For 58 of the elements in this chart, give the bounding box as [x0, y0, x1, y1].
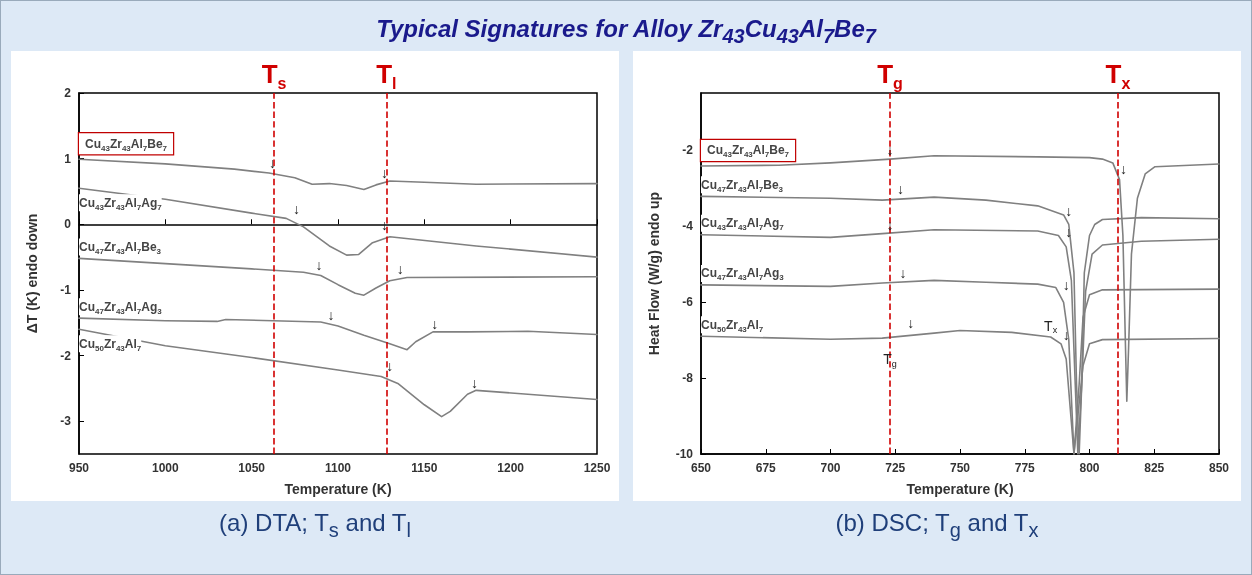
x-axis-title: Temperature (K) — [284, 481, 392, 497]
y-tick-label: -2 — [60, 348, 72, 363]
x-tick-label: 1050 — [238, 461, 266, 475]
annotation: ↓ — [315, 256, 323, 273]
annotation: ↓ — [381, 164, 389, 181]
annotation: ↓ — [896, 181, 904, 198]
y-tick-label: 0 — [64, 217, 72, 232]
annotation: ↓ — [386, 358, 394, 375]
x-tick-label: 800 — [1079, 461, 1100, 475]
y-tick-label: -10 — [675, 447, 694, 461]
x-tick-label: 850 — [1208, 461, 1230, 475]
annotation: ↓ — [886, 142, 894, 159]
x-tick-label: 775 — [1014, 461, 1036, 475]
text: (b) DSC; T$_{g}$ and T$_{x}$ — [834, 509, 1040, 542]
line-series — [78, 328, 598, 418]
line-series — [78, 187, 598, 258]
x-tick-label: 675 — [755, 461, 777, 475]
x-tick-label: 725 — [885, 461, 906, 475]
annotation: ↓ — [431, 315, 439, 332]
y-tick-label: -3 — [60, 414, 72, 429]
x-tick-label: 1200 — [497, 461, 525, 475]
y-tick-label: -6 — [682, 295, 694, 309]
annotation: ↓ — [899, 265, 907, 282]
annotation: ↓ — [1065, 203, 1073, 220]
chart-title: Typical Signatures for Alloy Zr$_{43}$Cu$_{43}$Al$_{7}$Be$_{7}$ — [375, 15, 878, 49]
x-axis-title: Temperature (K) — [906, 481, 1014, 497]
x-tick-label: 750 — [949, 461, 971, 475]
y-axis-title: ΔT (K) endo down — [24, 213, 40, 334]
x-tick-label: 1000 — [151, 461, 179, 475]
x-tick-label: 650 — [690, 461, 712, 475]
x-tick-label: 950 — [68, 461, 90, 475]
x-tick-label: 1250 — [583, 461, 611, 475]
y-axis-title: Heat Flow (W/g) endo up — [646, 191, 662, 356]
annotation: ↓ — [907, 315, 915, 332]
x-tick-label: 1100 — [324, 461, 352, 475]
line-series — [78, 158, 598, 191]
annotation: ↓ — [396, 261, 404, 278]
annotation: ↓ — [1065, 224, 1073, 241]
annotation: ↓ — [293, 200, 301, 217]
y-tick-label: -4 — [682, 219, 694, 233]
annotation: ↓ — [327, 307, 335, 324]
annotation: ↓ — [470, 374, 478, 391]
x-tick-label: 825 — [1144, 461, 1165, 475]
annotation: ↓ — [886, 216, 894, 233]
y-tick-label: -2 — [682, 143, 694, 157]
y-tick-label: -1 — [60, 282, 72, 297]
annotation: ↓ — [1062, 277, 1070, 294]
y-tick-label: -8 — [682, 371, 694, 385]
y-tick-label: 2 — [64, 86, 72, 100]
annotation: ↓ — [1119, 161, 1127, 177]
annotation: ↓ — [268, 154, 276, 171]
x-tick-label: 1150 — [411, 461, 438, 475]
text: (a) DTA; T$_{s}$ and T$_{l}$ — [218, 509, 412, 542]
line-series — [78, 257, 598, 296]
annotation: ↓ — [381, 217, 389, 234]
x-tick-label: 700 — [820, 461, 841, 475]
annotation: ↓ — [1062, 326, 1070, 343]
y-tick-label: 1 — [64, 151, 72, 166]
